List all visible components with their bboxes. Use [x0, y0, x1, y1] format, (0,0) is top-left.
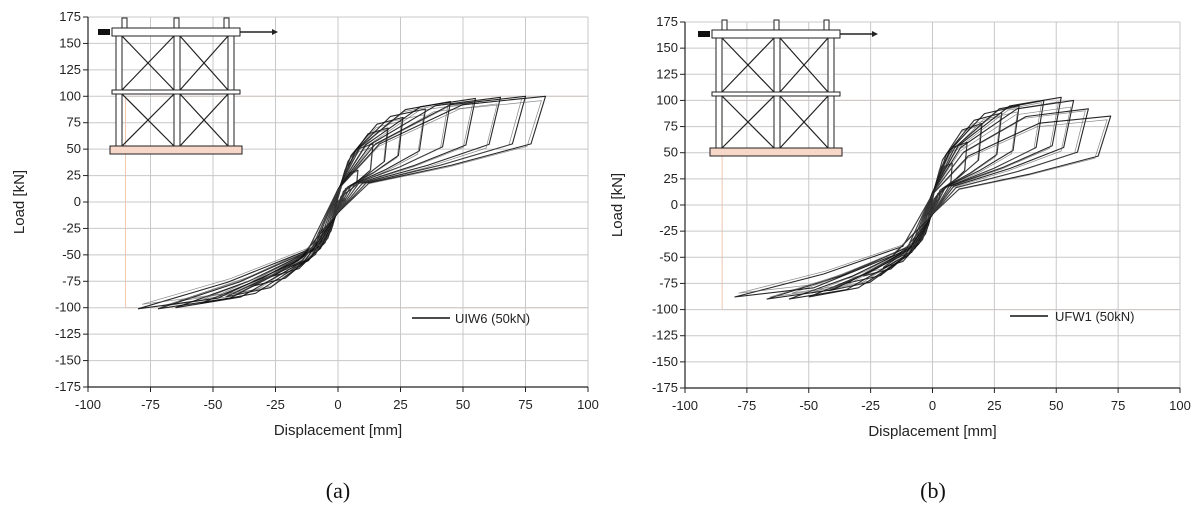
frame-schematic-icon	[698, 19, 878, 157]
hysteresis-chart-a: -100 -75 -50 -25 0 25 50 75 100 175 150 125 100 75 50 2…	[11, 9, 599, 503]
x-tick-label: -50	[204, 397, 223, 412]
y-tick-label: -100	[652, 302, 678, 317]
y-tick-label: 150	[59, 35, 81, 50]
y-axis-title: Load [kN]	[609, 173, 626, 237]
hysteresis-loop-repeat	[141, 100, 542, 305]
x-tick-label: 75	[518, 397, 532, 412]
x-tick-label: -100	[672, 398, 698, 413]
hysteresis-loop-repeat	[738, 119, 1108, 294]
y-tick-label: -125	[652, 328, 678, 343]
y-tick-label: 50	[664, 145, 678, 160]
x-tick-label: -75	[141, 397, 160, 412]
y-tick-label: -50	[62, 247, 81, 262]
chart-panel-b: -100 -75 -50 -25 0 25 50 75 100 175 150 125 100 75 50 2…	[600, 0, 1200, 510]
hysteresis-chart-b: -100 -75 -50 -25 0 25 50 75 100 175 150 125 100 75 50 2…	[609, 14, 1191, 503]
x-tick-label: -75	[737, 398, 756, 413]
x-tick-label: -50	[799, 398, 818, 413]
y-tick-label: -75	[659, 275, 678, 290]
frame-schematic-icon	[98, 17, 278, 155]
hysteresis-loop-repeat	[769, 110, 1086, 298]
panel-caption: (a)	[326, 478, 350, 503]
y-tick-label: 100	[656, 92, 678, 107]
x-tick-label: -25	[266, 397, 285, 412]
x-tick-label: 25	[987, 398, 1001, 413]
y-tick-label: -175	[652, 380, 678, 395]
y-tick-label: -175	[55, 379, 81, 394]
legend-label: UFW1 (50kN)	[1055, 309, 1134, 324]
y-tick-label: 150	[656, 40, 678, 55]
y-tick-label: 75	[664, 119, 678, 134]
x-tick-label: -25	[861, 398, 880, 413]
x-tick-label: -100	[75, 397, 101, 412]
y-tick-label: 175	[656, 14, 678, 29]
x-tick-label: 0	[334, 397, 341, 412]
y-tick-label: -50	[659, 249, 678, 264]
y-tick-label: 0	[671, 197, 678, 212]
x-tick-label: 50	[456, 397, 470, 412]
x-axis-title: Displacement [mm]	[274, 422, 402, 439]
y-tick-label: 25	[664, 171, 678, 186]
x-tick-label: 100	[577, 397, 599, 412]
x-tick-label: 75	[1111, 398, 1125, 413]
x-tick-label: 0	[929, 398, 936, 413]
y-tick-label: 50	[67, 141, 81, 156]
y-tick-label: 75	[67, 115, 81, 130]
y-tick-label: -100	[55, 300, 81, 315]
x-axis-title: Displacement [mm]	[868, 423, 996, 440]
y-tick-label: 125	[656, 66, 678, 81]
x-tick-label: 100	[1169, 398, 1191, 413]
x-tick-label: 25	[393, 397, 407, 412]
y-tick-label: 175	[59, 9, 81, 24]
x-tick-label: 50	[1049, 398, 1063, 413]
y-tick-label: -25	[62, 220, 81, 235]
y-tick-label: 25	[67, 168, 81, 183]
y-tick-label: -75	[62, 273, 81, 288]
y-tick-label: -150	[652, 354, 678, 369]
y-tick-label: -150	[55, 353, 81, 368]
y-tick-label: -25	[659, 223, 678, 238]
chart-panel-a: -100 -75 -50 -25 0 25 50 75 100 175 150 125 100 75 50 2…	[11, 9, 599, 503]
y-tick-label: 0	[74, 194, 81, 209]
y-tick-label: -125	[55, 326, 81, 341]
y-tick-label: 100	[59, 88, 81, 103]
y-axis-title: Load [kN]	[11, 170, 28, 234]
y-tick-label: 125	[59, 62, 81, 77]
panel-caption: (b)	[920, 478, 946, 503]
legend-label: UIW6 (50kN)	[455, 311, 530, 326]
